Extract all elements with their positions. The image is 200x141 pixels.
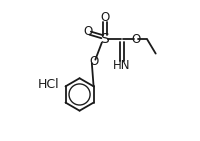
Text: O: O	[89, 55, 98, 68]
Text: HCl: HCl	[37, 78, 59, 91]
Text: HN: HN	[113, 59, 131, 72]
Text: O: O	[83, 25, 93, 38]
Text: O: O	[100, 11, 110, 24]
Text: O: O	[131, 33, 141, 46]
Text: S: S	[101, 32, 109, 47]
